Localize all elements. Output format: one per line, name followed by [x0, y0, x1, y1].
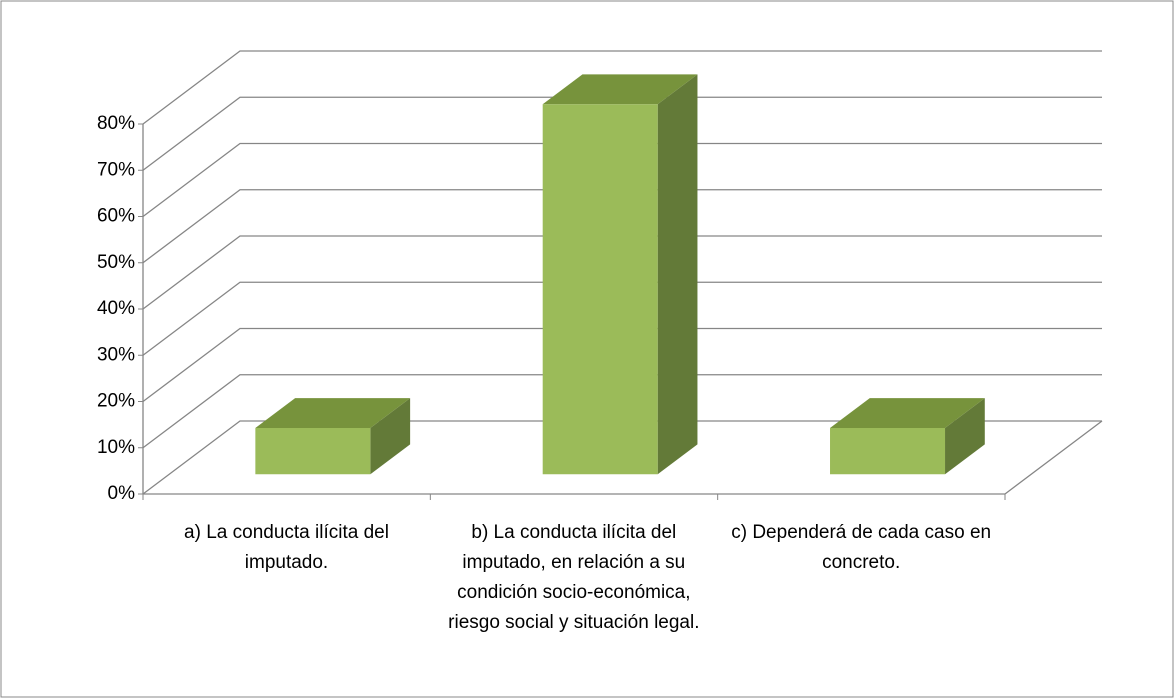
- grid-line: [142, 420, 1102, 495]
- bar-front: [542, 104, 658, 475]
- bar: [542, 74, 698, 475]
- grid-line: [142, 96, 1102, 171]
- x-tick-label: c) Dependerá de cada caso en concreto.: [731, 522, 992, 573]
- bar-top: [255, 398, 411, 429]
- bar-side: [370, 398, 411, 475]
- grid-line: [142, 374, 1102, 449]
- bar-side: [657, 74, 698, 475]
- y-tick-label: 60%: [97, 206, 135, 227]
- bar: [830, 398, 985, 475]
- x-tick-label: b) La conducta ilícita del imputado, en …: [448, 522, 700, 633]
- bar-side: [945, 398, 985, 475]
- bar-top: [542, 74, 698, 105]
- grid-line: [142, 50, 1102, 125]
- bar-top: [830, 398, 985, 429]
- bar: [255, 398, 411, 475]
- y-tick-label: 50%: [97, 252, 135, 273]
- grid-line: [142, 281, 1102, 356]
- x-tick-label: a) La conducta ilícita del imputado.: [184, 522, 389, 573]
- bar-front: [830, 428, 946, 475]
- y-tick-label: 30%: [97, 344, 135, 365]
- y-tick-label: 0%: [108, 483, 136, 504]
- y-tick-label: 10%: [97, 437, 135, 458]
- y-tick-label: 20%: [97, 391, 135, 412]
- grid-line: [142, 327, 1102, 403]
- y-tick-label: 80%: [97, 113, 135, 134]
- y-tick-label: 40%: [97, 298, 135, 319]
- grid-line: [142, 235, 1102, 310]
- y-tick-label: 70%: [97, 159, 135, 180]
- bar-front: [255, 428, 371, 475]
- grid-line: [142, 142, 1102, 218]
- grid-line: [142, 189, 1102, 264]
